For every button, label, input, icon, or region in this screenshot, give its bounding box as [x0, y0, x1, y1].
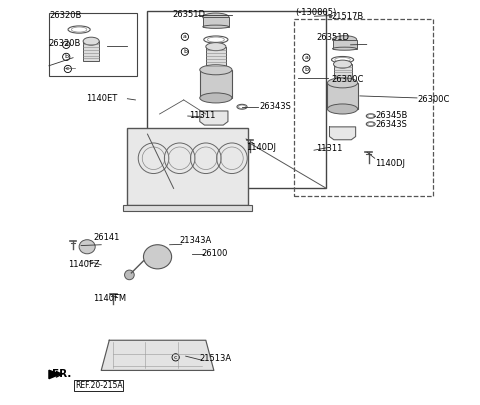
- Bar: [203, 17, 229, 27]
- Polygon shape: [200, 111, 228, 125]
- Text: 21343A: 21343A: [180, 236, 212, 245]
- Ellipse shape: [83, 37, 99, 45]
- Text: c: c: [174, 355, 178, 360]
- Bar: [334, 64, 352, 83]
- Text: 26320B: 26320B: [48, 39, 81, 48]
- Text: 26320B: 26320B: [49, 11, 81, 20]
- Text: 1140FM: 1140FM: [93, 294, 126, 303]
- Ellipse shape: [200, 93, 232, 103]
- Text: 1140ET: 1140ET: [86, 94, 118, 103]
- Text: 26141: 26141: [93, 233, 120, 242]
- Bar: [49, 13, 137, 76]
- Text: 11311: 11311: [189, 111, 216, 120]
- Circle shape: [125, 270, 134, 280]
- Text: 11311: 11311: [316, 144, 343, 153]
- Text: 26300C: 26300C: [418, 95, 450, 104]
- Polygon shape: [101, 340, 214, 371]
- Text: 26351D: 26351D: [173, 10, 206, 19]
- Polygon shape: [49, 370, 60, 379]
- Ellipse shape: [79, 240, 95, 254]
- Text: b: b: [304, 67, 308, 72]
- Text: 21517B: 21517B: [332, 12, 364, 21]
- Bar: [127, 128, 248, 205]
- Text: FR.: FR.: [52, 369, 71, 379]
- Text: 26300C: 26300C: [331, 75, 364, 83]
- Bar: [200, 70, 232, 98]
- Ellipse shape: [327, 78, 358, 88]
- Ellipse shape: [203, 25, 229, 28]
- Ellipse shape: [327, 104, 358, 114]
- Text: 26343S: 26343S: [375, 119, 408, 128]
- Text: a: a: [64, 43, 68, 47]
- Text: b: b: [183, 49, 187, 54]
- Text: a: a: [304, 55, 308, 60]
- Text: 26345B: 26345B: [375, 111, 408, 120]
- Text: 1140DJ: 1140DJ: [375, 160, 406, 168]
- Text: 1140DJ: 1140DJ: [246, 143, 276, 152]
- Text: 26343S: 26343S: [259, 102, 291, 111]
- Bar: [327, 83, 358, 109]
- Polygon shape: [329, 127, 356, 140]
- Ellipse shape: [333, 47, 357, 50]
- Text: 1140FZ: 1140FZ: [68, 260, 100, 269]
- Ellipse shape: [206, 43, 226, 51]
- Text: 26100: 26100: [201, 249, 228, 258]
- Ellipse shape: [200, 65, 232, 75]
- Ellipse shape: [333, 36, 357, 43]
- Text: REF.20-215A: REF.20-215A: [75, 381, 123, 390]
- Ellipse shape: [144, 245, 172, 269]
- Bar: [83, 41, 99, 61]
- Ellipse shape: [203, 13, 229, 21]
- Text: 21513A: 21513A: [199, 354, 231, 362]
- Bar: [147, 11, 326, 188]
- Text: a: a: [183, 34, 187, 39]
- Bar: [206, 47, 226, 69]
- Bar: [123, 205, 252, 211]
- Text: 26351D: 26351D: [316, 33, 349, 42]
- Text: (-130805): (-130805): [296, 8, 337, 17]
- Text: c: c: [66, 66, 70, 71]
- Bar: [294, 19, 433, 196]
- Text: b: b: [64, 54, 68, 60]
- Ellipse shape: [334, 60, 352, 68]
- Bar: [333, 40, 357, 49]
